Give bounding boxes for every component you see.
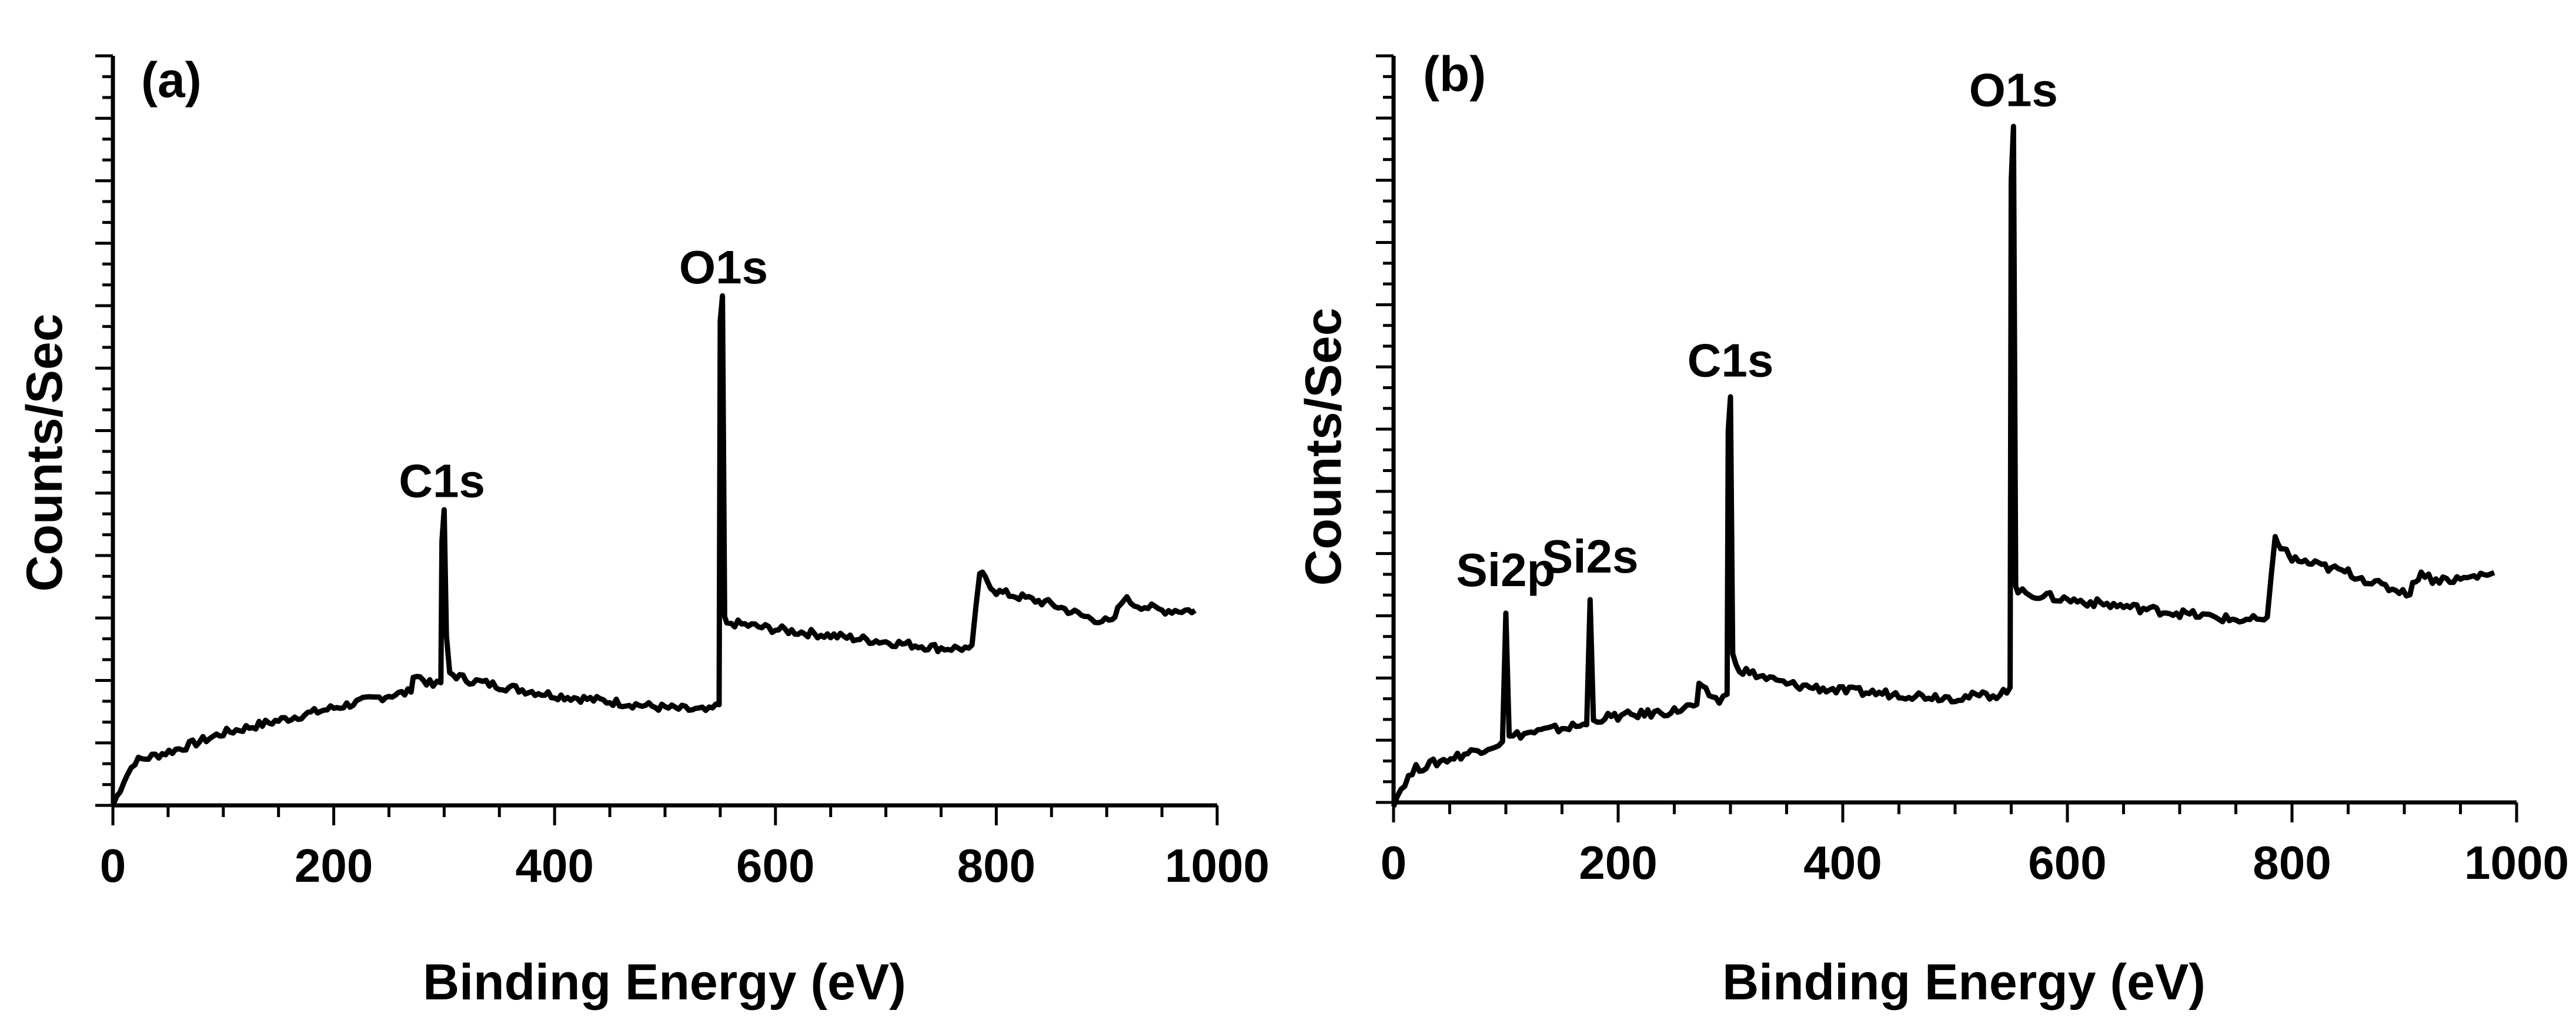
panel-label-b: (b) [1423,46,1486,102]
axes-a [111,56,1217,808]
peak-label: O1s [679,241,768,293]
peak-label: C1s [399,455,485,507]
y-axis-label-b: Counts/Sec [1295,307,1352,586]
x-tick-label: 800 [2253,837,2331,889]
x-tick-label: 800 [957,839,1035,892]
ticks-a: 0 200 400 600 800 1000 [95,54,1269,892]
series-line-a [110,293,1197,807]
annotations-a: C1s O1s [399,241,768,507]
x-tick-label: 0 [1381,837,1407,889]
x-tick-label: 400 [1803,837,1882,889]
ticks-b: 0 200 400 600 800 1000 [1376,54,2569,889]
y-axis-label-a: Counts/Sec [16,313,73,591]
panel-a: (a) 0 200 400 600 800 1000 C1s O1s Binding Ene… [16,52,1269,1011]
series-line-b [1391,123,2495,808]
x-tick-label: 1000 [2464,837,2569,889]
x-axis-label-a: Binding Energy (eV) [423,954,906,1011]
x-tick-label: 600 [2028,837,2106,889]
x-tick-label: 600 [736,839,814,892]
x-tick-label: 400 [515,839,593,892]
peak-label: Si2p [1456,544,1556,596]
peak-label: O1s [1969,64,2058,116]
x-axis-label-b: Binding Energy (eV) [1722,954,2206,1011]
axes-b [1391,56,2517,805]
x-tick-label: 200 [295,839,373,892]
peak-label: C1s [1688,334,1774,387]
panel-label-a: (a) [141,52,202,108]
x-tick-label: 0 [100,839,126,892]
x-tick-label: 1000 [1165,839,1269,892]
peak-label: Si2s [1542,530,1639,583]
x-tick-label: 200 [1579,837,1657,889]
